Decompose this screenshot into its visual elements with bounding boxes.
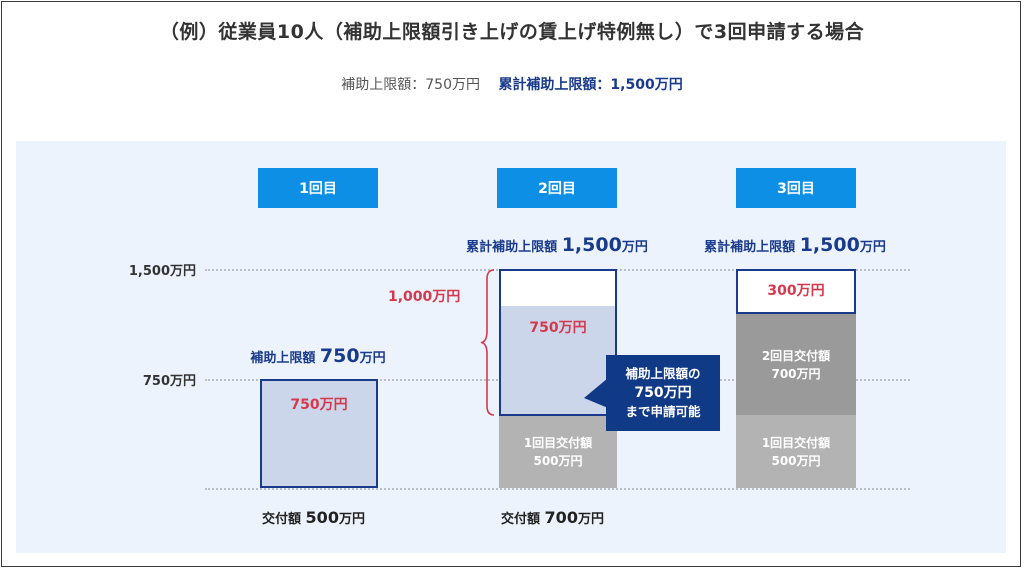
round-3-cap-value: 1,500 [799,234,860,256]
round-2-footer-value: 700 [544,508,578,527]
round-2-cap-prefix: 累計補助上限額 [466,240,558,255]
round-1-footer-unit: 万円 [338,512,365,527]
ytick-1500: 1,500万円 [128,264,196,279]
limit-label: 補助上限額：750万円 [341,77,480,93]
round-3-label: 3回目 [736,168,856,208]
round-2-cap: 累計補助上限額 1,500万円 [452,234,662,256]
round-1-available-label: 750万円 [290,396,348,413]
round-1-cap-unit: 万円 [359,351,386,366]
round-3-round2-grant-line2: 700万円 [771,366,821,381]
round-2-available-label: 750万円 [529,320,587,336]
callout-box: 補助上限額の 750万円 まで申請可能 [606,355,720,431]
round-2-footer-unit: 万円 [577,512,604,527]
figure-title: （例）従業員10人（補助上限額引き上げの賃上げ特例無し）で3回申請する場合 [159,21,865,43]
round-2-footer: 交付額 700万円 [501,508,604,527]
round-2-prior-grant-line2: 500万円 [533,454,583,468]
callout-pointer [584,378,608,408]
callout-line2: 750万円 [634,384,692,401]
round-1-cap-value: 750 [319,345,360,367]
round-2-cap-unit: 万円 [621,240,648,255]
round-2-prior-grant-segment: 1回目交付額 500万円 [499,416,617,488]
ytick-750: 750万円 [142,374,196,389]
brace-label: 1,000万円 [388,289,461,305]
round-1-label: 1回目 [258,168,378,208]
gridline-0 [205,488,910,490]
round-3-round1-grant-segment: 1回目交付額 500万円 [736,415,856,488]
round-2-prior-grant-line1: 1回目交付額 [523,436,593,450]
round-2-cap-value: 1,500 [561,234,622,256]
round-3-round2-grant-segment: 2回目交付額 700万円 [736,314,856,415]
round-3-remaining-segment: 300万円 [736,269,856,314]
round-3-remaining-label: 300万円 [767,283,825,299]
round-3-cap-prefix: 累計補助上限額 [704,240,796,255]
round-2-label: 2回目 [497,168,617,208]
figure-subtitle: 補助上限額：750万円 累計補助上限額：1,500万円 [0,74,1024,94]
round-1-cap-prefix: 補助上限額 [250,351,316,366]
round-1-footer-prefix: 交付額 [262,512,302,527]
brace-icon [480,269,495,416]
callout-line1: 補助上限額の [625,365,701,381]
round-1-available-bar: 750万円 [260,379,378,488]
round-2-footer-prefix: 交付額 [501,512,541,527]
cumulative-limit-label: 累計補助上限額：1,500万円 [498,77,683,93]
round-3-round1-grant-line2: 500万円 [771,453,821,468]
round-3-cap-unit: 万円 [859,240,886,255]
round-3-round2-grant-line1: 2回目交付額 [761,348,831,363]
round-1-cap: 補助上限額 750万円 [238,345,398,367]
round-1-footer-value: 500 [305,508,339,527]
round-3-cap: 累計補助上限額 1,500万円 [690,234,900,256]
callout-line3: まで申請可能 [625,404,701,420]
round-1-footer: 交付額 500万円 [262,508,365,527]
round-3-round1-grant-line1: 1回目交付額 [761,435,831,450]
